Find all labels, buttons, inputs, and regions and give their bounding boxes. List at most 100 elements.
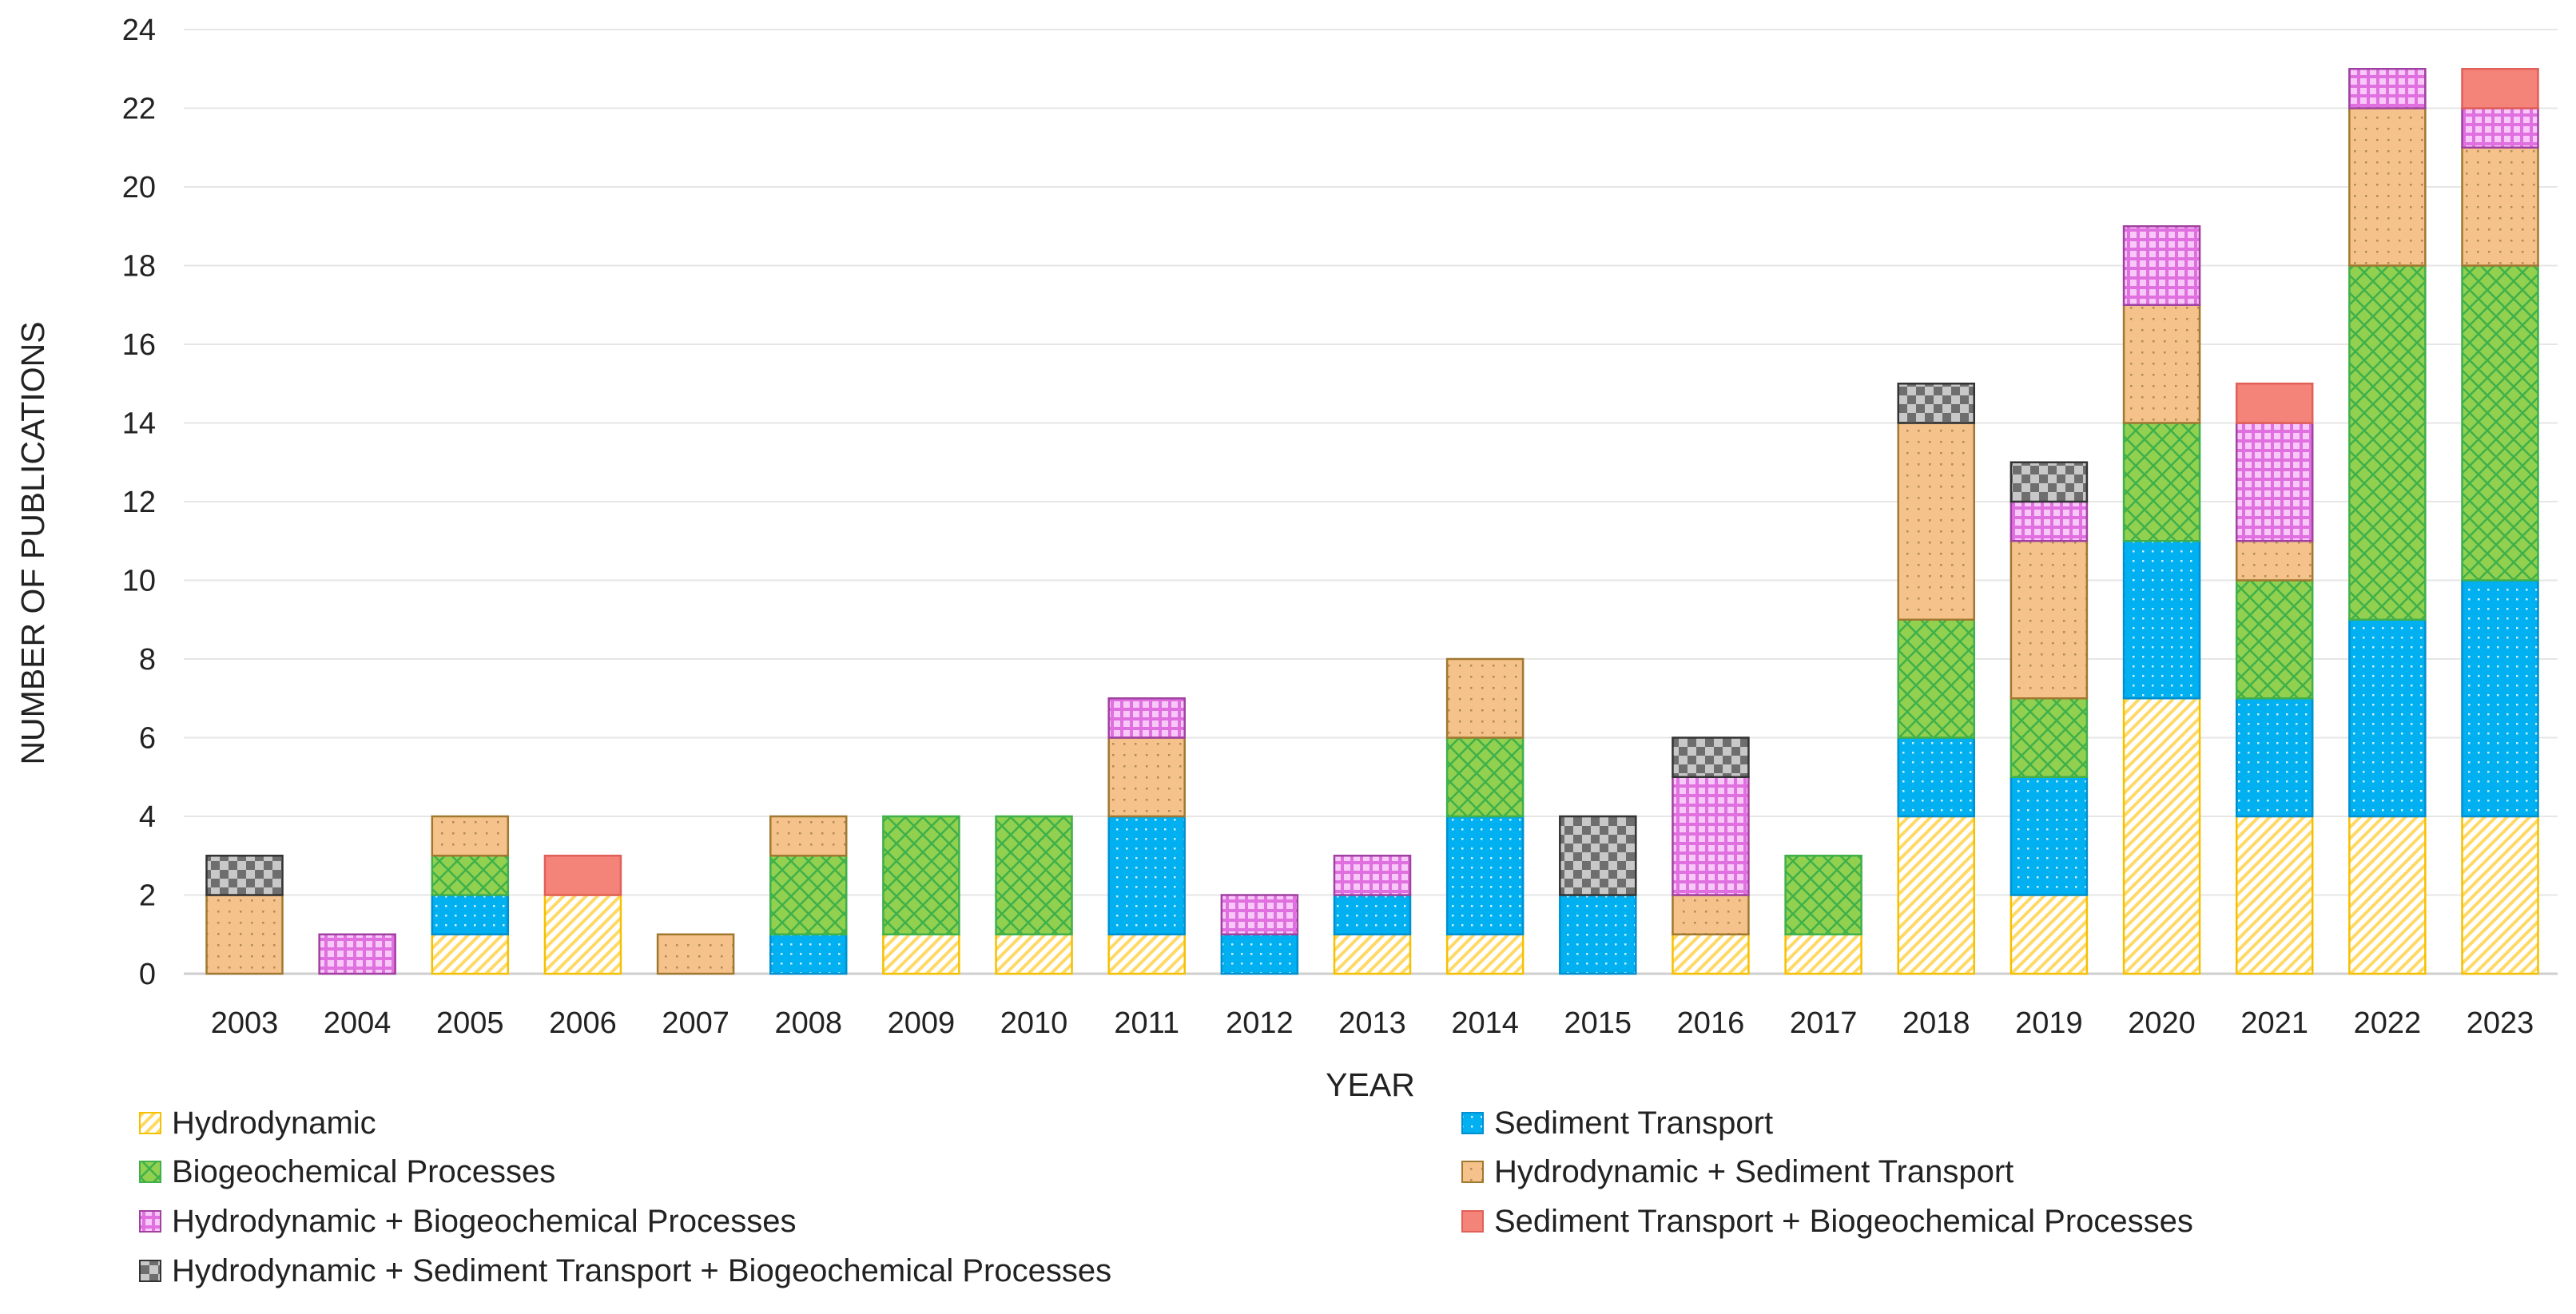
bar-segment (1220, 933, 1299, 975)
bar-segment (1333, 933, 1412, 975)
bar-segment (431, 933, 510, 975)
bar-segment (1445, 736, 1525, 818)
bar-segment (1784, 933, 1862, 975)
bar-segment (1333, 894, 1412, 935)
x-tick-label: 2016 (1677, 1006, 1745, 1040)
x-tick-label: 2006 (549, 1006, 617, 1040)
bar-segment (2461, 579, 2539, 818)
legend-swatch (1461, 1112, 1484, 1134)
bar-segment (2235, 815, 2314, 975)
x-axis-title: YEAR (1326, 1066, 1415, 1103)
legend-label: Sediment Transport (1494, 1106, 1773, 1141)
x-tick-label: 2009 (888, 1006, 956, 1040)
bar-segment (2010, 500, 2089, 542)
bar-segment (2235, 383, 2314, 424)
bar-segment (769, 855, 848, 935)
x-tick-label: 2005 (436, 1006, 504, 1040)
bar-segment (431, 894, 510, 935)
x-tick-label: 2007 (662, 1006, 729, 1040)
x-tick-label: 2018 (1902, 1006, 1970, 1040)
bar-segment (2122, 697, 2201, 975)
x-tick-label: 2022 (2354, 1006, 2422, 1040)
y-tick-label: 16 (122, 328, 156, 362)
bar-segment (656, 933, 735, 975)
bar-segment (2122, 540, 2201, 700)
bar-segment (1672, 776, 1750, 896)
bar-segment (205, 855, 284, 896)
bar-segment (1107, 933, 1186, 975)
legend-label: Sediment Transport + Biogeochemical Proc… (1494, 1204, 2193, 1239)
bar-segment (769, 815, 848, 857)
bar-segment (1897, 618, 1975, 739)
x-tick-label: 2011 (1114, 1006, 1179, 1040)
y-tick-label: 22 (122, 93, 156, 126)
legend-label: Hydrodynamic (172, 1106, 376, 1141)
x-tick-label: 2020 (2128, 1006, 2196, 1040)
bar-segment (1445, 657, 1525, 739)
legend-swatch (139, 1260, 161, 1282)
x-tick-label: 2021 (2240, 1006, 2308, 1040)
y-tick-label: 4 (139, 800, 156, 834)
y-tick-label: 10 (122, 565, 156, 598)
bar-segment (2348, 107, 2427, 267)
legend-item: Hydrodynamic + Sediment Transport (1461, 1154, 2013, 1189)
x-tick-label: 2023 (2467, 1006, 2534, 1040)
bar-segment (543, 894, 622, 975)
legend-swatch (139, 1112, 161, 1134)
legend-swatch (139, 1161, 161, 1183)
x-tick-label: 2017 (1790, 1006, 1858, 1040)
y-tick-label: 8 (139, 643, 156, 677)
legend-item: Biogeochemical Processes (139, 1154, 555, 1189)
bar-segment (318, 933, 396, 975)
legend-item: Sediment Transport + Biogeochemical Proc… (1461, 1204, 2193, 1239)
bar-segment (882, 933, 960, 975)
bar-segment (1897, 422, 1975, 621)
bar-segment (882, 815, 960, 935)
legend: Hydrodynamic Sediment Transport Biogeochem… (139, 1106, 2193, 1288)
bar-segment (2010, 776, 2089, 896)
bar-segment (2235, 422, 2314, 542)
bar-segment (2235, 540, 2314, 582)
bar-segment (2461, 264, 2539, 582)
y-tick-label: 24 (122, 14, 156, 47)
bar-segment (1672, 736, 1750, 778)
legend-label: Hydrodynamic + Biogeochemical Processes (172, 1204, 796, 1239)
bar-segment (1897, 383, 1975, 424)
x-tick-label: 2010 (1000, 1006, 1068, 1040)
y-tick-label: 12 (122, 486, 156, 519)
bar-segment (2010, 894, 2089, 975)
bar-segment (543, 855, 622, 896)
bar-segment (431, 815, 510, 857)
bar-segment (2235, 697, 2314, 818)
bar-segment (1333, 855, 1412, 896)
legend-item: Hydrodynamic + Biogeochemical Processes (139, 1204, 796, 1239)
bar-segment (1897, 815, 1975, 975)
x-tick-label: 2014 (1451, 1006, 1519, 1040)
legend-swatch (1461, 1161, 1484, 1183)
legend-swatch (139, 1210, 161, 1233)
bar-segment (1107, 736, 1186, 818)
bar-segment (2348, 618, 2427, 818)
bar-segment (1897, 736, 1975, 818)
y-tick-label: 14 (122, 407, 156, 441)
bar-segment (2122, 304, 2201, 424)
legend-label: Hydrodynamic + Sediment Transport (1494, 1154, 2013, 1189)
bar-segment (2122, 225, 2201, 306)
x-tick-label: 2003 (211, 1006, 279, 1040)
x-tick-label: 2015 (1564, 1006, 1632, 1040)
legend-label: Hydrodynamic + Sediment Transport + Biog… (172, 1253, 1111, 1288)
bar-segment (1672, 933, 1750, 975)
bar-segment (1107, 697, 1186, 739)
legend-item: Sediment Transport (1461, 1106, 1773, 1141)
legend-item: Hydrodynamic + Sediment Transport + Biog… (139, 1253, 1111, 1288)
x-axis-ticks: 2003 2004 2005 2006 2007 2008 2009 2010 2011 2012… (211, 1006, 2534, 1040)
bar-segment (431, 855, 510, 896)
bar-segment (995, 933, 1073, 975)
bar-segment (2235, 579, 2314, 700)
bar-segment (2348, 815, 2427, 975)
bar-segment (1559, 894, 1637, 975)
bar-segment (2461, 107, 2539, 149)
bar-segment (2010, 697, 2089, 778)
bar-segment (205, 894, 284, 975)
bar-segment (1445, 933, 1525, 975)
